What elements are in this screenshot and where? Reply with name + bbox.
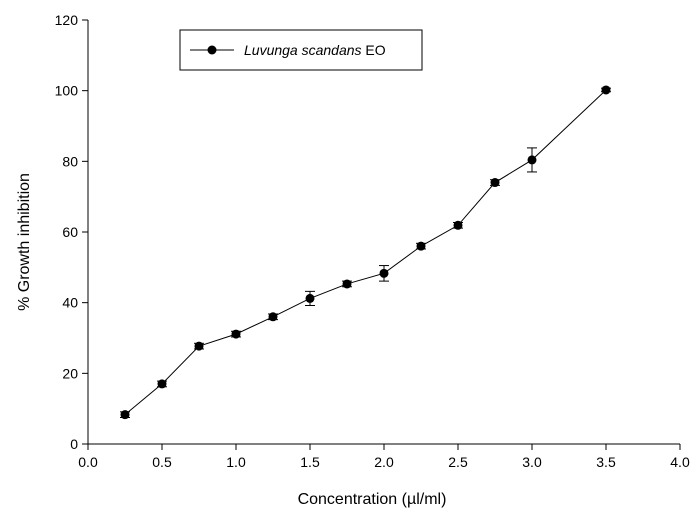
- y-tick-label: 20: [62, 365, 78, 381]
- data-points: [120, 85, 611, 420]
- x-axis-ticks: 0.0 0.5 1.0 1.5 2.0 2.5 3.0 3.5 4.0: [78, 444, 690, 470]
- x-axis-title: Concentration (µl/ml): [298, 491, 447, 508]
- data-point: [194, 341, 204, 351]
- error-bars: [120, 87, 611, 418]
- data-point: [416, 241, 426, 251]
- x-tick-label: 3.5: [596, 454, 616, 470]
- data-point: [120, 410, 130, 420]
- plot-area: [120, 85, 611, 420]
- y-tick-label: 80: [62, 153, 78, 169]
- data-point: [268, 312, 278, 322]
- x-tick-label: 2.5: [448, 454, 468, 470]
- x-tick-label: 1.5: [300, 454, 320, 470]
- legend-label-italic: Luvunga scandans: [244, 42, 362, 58]
- data-point: [305, 293, 315, 303]
- x-tick-label: 3.0: [522, 454, 542, 470]
- x-tick-label: 2.0: [374, 454, 394, 470]
- data-point: [453, 220, 463, 230]
- data-point: [527, 155, 537, 165]
- series-line: [124, 89, 607, 416]
- legend-label: Luvunga scandans EO: [244, 42, 386, 58]
- legend-marker-icon: [207, 45, 217, 55]
- x-tick-label: 0.0: [78, 454, 98, 470]
- data-point: [490, 178, 500, 188]
- y-tick-label: 120: [55, 12, 79, 28]
- y-axis-ticks: 0 20 40 60 80 100 120: [55, 12, 88, 452]
- y-tick-label: 60: [62, 224, 78, 240]
- data-point: [157, 379, 167, 389]
- x-tick-label: 0.5: [152, 454, 172, 470]
- legend: Luvunga scandans EO: [179, 29, 423, 71]
- y-tick-label: 0: [70, 436, 78, 452]
- y-tick-label: 100: [55, 83, 79, 99]
- y-axis-title: % Growth inhibition: [16, 173, 33, 311]
- legend-label-suffix: EO: [362, 42, 386, 58]
- data-point: [379, 268, 389, 278]
- x-tick-label: 1.0: [226, 454, 246, 470]
- data-point: [231, 329, 241, 339]
- x-tick-label: 4.0: [670, 454, 690, 470]
- data-point: [601, 85, 611, 95]
- data-point: [342, 279, 352, 289]
- axes: 0 20 40 60 80 100 120 0.0 0.5 1.0 1.5 2.0 2.5 3.0 3.5…: [55, 12, 690, 470]
- y-tick-label: 40: [62, 295, 78, 311]
